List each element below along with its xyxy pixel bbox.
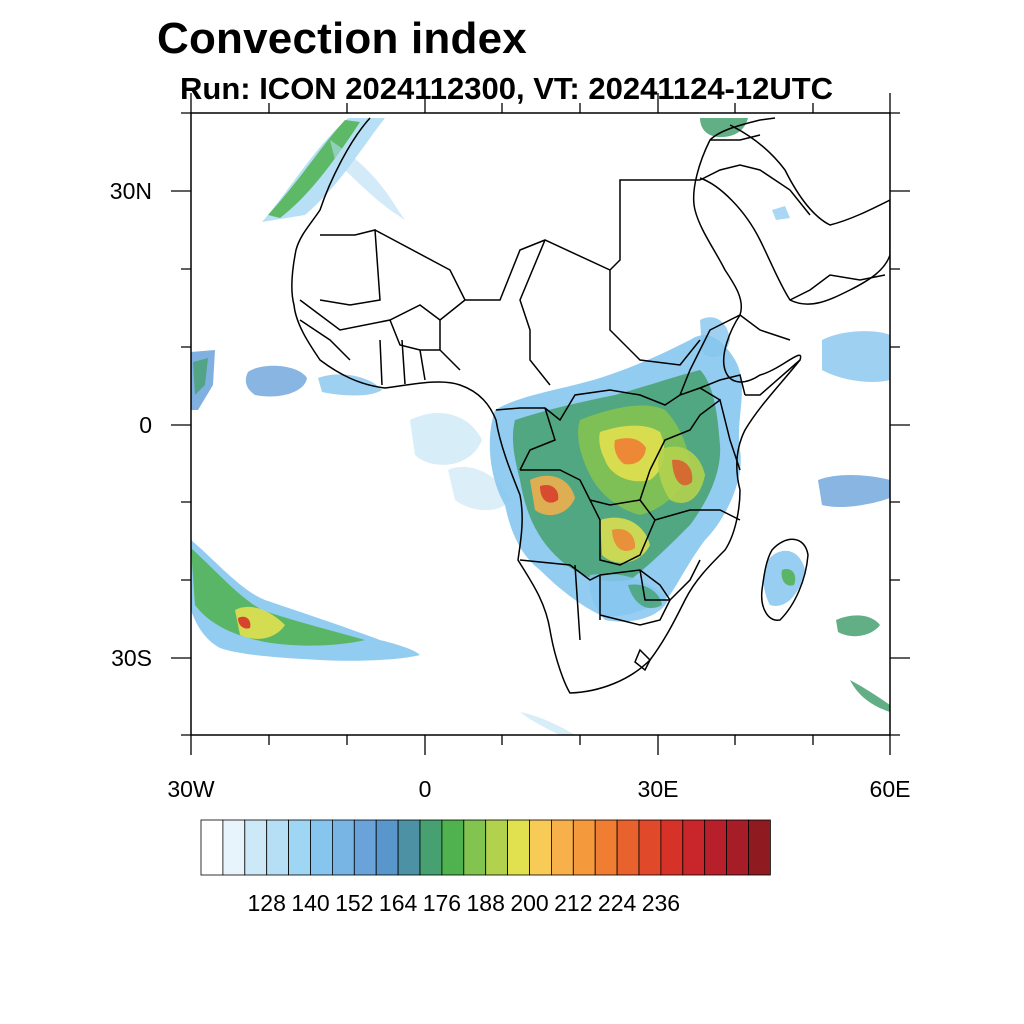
lon-label-60e: 60E xyxy=(870,776,911,802)
colorbar-swatch xyxy=(726,819,749,876)
map-ticks xyxy=(171,93,910,755)
field-east-med xyxy=(700,118,748,138)
top-minor-ticks xyxy=(268,103,814,113)
colorbar-swatch xyxy=(463,819,487,876)
colorbar-swatch xyxy=(682,819,706,876)
colorbar-swatch xyxy=(748,819,771,876)
madagascar-outline xyxy=(760,538,809,621)
colorbar-swatch xyxy=(310,819,333,876)
field-indian-ocean-mid xyxy=(818,475,890,508)
convection-field xyxy=(191,118,890,735)
field-south-atlantic-core xyxy=(235,606,285,639)
left-minor-ticks xyxy=(181,112,191,736)
field-south-atlantic-hot xyxy=(238,616,251,629)
colorbar-label: 152 xyxy=(335,890,373,916)
bottom-major-ticks xyxy=(190,735,891,755)
colorbar-label: 188 xyxy=(467,890,505,916)
colorbar-label: 176 xyxy=(423,890,461,916)
colorbar-label: 224 xyxy=(598,890,637,916)
field-angola-red xyxy=(540,484,559,503)
colorbar-swatch xyxy=(288,819,311,876)
field-madagascar-core xyxy=(781,569,796,586)
top-major-ticks xyxy=(190,93,891,113)
lon-label-0: 0 xyxy=(419,776,432,802)
field-northwest-core xyxy=(268,120,360,218)
lat-label-0: 0 xyxy=(139,412,152,438)
lon-label-30w: 30W xyxy=(167,776,215,802)
colorbar-label: 164 xyxy=(379,890,418,916)
bottom-minor-ticks xyxy=(268,735,814,745)
colorbar-label: 212 xyxy=(554,890,592,916)
colorbar-label: 140 xyxy=(291,890,329,916)
field-gulf-guinea-outer xyxy=(448,466,510,511)
colorbar-swatch xyxy=(638,819,662,876)
field-indian-ocean-north xyxy=(822,331,890,382)
field-northwest-streak xyxy=(330,140,405,220)
colorbar-swatch xyxy=(200,819,224,876)
colorbar-swatch xyxy=(507,819,530,876)
colorbar-swatch xyxy=(353,819,377,876)
border-southern-africa xyxy=(519,559,701,672)
field-south-atlantic-green xyxy=(191,548,365,646)
field-indian-ocean-southeast xyxy=(850,680,890,712)
field-central-hot xyxy=(614,438,646,465)
colorbar-swatch xyxy=(660,819,684,876)
colorbar-label: 128 xyxy=(248,890,286,916)
colorbar-swatch xyxy=(419,819,443,876)
left-major-ticks xyxy=(171,190,191,659)
field-southern-africa xyxy=(589,573,668,622)
field-ethiopia xyxy=(700,317,730,358)
chart-title: Convection index xyxy=(157,14,527,63)
colorbar-swatch xyxy=(485,819,509,876)
field-east-africa-hot xyxy=(672,459,693,486)
lon-label-30e: 30E xyxy=(638,776,679,802)
lat-label-30s: 30S xyxy=(111,645,152,671)
colorbar-swatch xyxy=(551,819,574,876)
colorbar-swatch xyxy=(594,819,618,876)
colorbar-swatch xyxy=(529,819,552,876)
arabian-peninsula xyxy=(699,124,890,305)
right-major-ticks xyxy=(890,190,910,659)
map-frame xyxy=(190,112,891,736)
chart-subtitle: Run: ICON 2024112300, VT: 20241124-12UTC xyxy=(180,71,834,106)
right-minor-ticks xyxy=(890,112,900,736)
colorbar-swatch xyxy=(397,819,421,876)
colorbar-swatch xyxy=(375,819,399,876)
colorbar-swatch xyxy=(704,819,728,876)
colorbar-swatch xyxy=(441,819,465,876)
field-guinea-coast xyxy=(318,374,382,396)
border-middle-east xyxy=(699,134,886,301)
field-atlantic-patch xyxy=(245,365,307,397)
lat-label-30n: 30N xyxy=(110,178,152,204)
border-east-africa xyxy=(679,314,801,396)
colorbar-swatch xyxy=(572,819,596,876)
colorbar-label: 200 xyxy=(510,890,548,916)
colorbar-label: 236 xyxy=(642,890,680,916)
colorbar-swatch xyxy=(331,819,355,876)
colorbar xyxy=(200,819,771,876)
field-south-atlantic-tail xyxy=(520,712,575,735)
border-sahel xyxy=(299,299,441,386)
field-atlantic-west-core xyxy=(193,358,208,395)
field-zambia-hot xyxy=(612,529,636,551)
colorbar-swatch xyxy=(616,819,640,876)
colorbar-labels: 128 140 152 164 176 188 200 212 224 236 xyxy=(248,890,681,916)
country-outlines xyxy=(291,117,890,694)
field-arabian-sea-patch xyxy=(772,206,790,220)
colorbar-swatch xyxy=(266,819,290,876)
colorbar-swatch xyxy=(244,819,268,876)
field-indian-ocean-south xyxy=(836,615,880,637)
border-central-africa xyxy=(495,387,741,566)
border-north-africa xyxy=(319,179,701,386)
colorbar-swatch xyxy=(222,819,246,876)
field-gulf-guinea xyxy=(410,412,482,465)
